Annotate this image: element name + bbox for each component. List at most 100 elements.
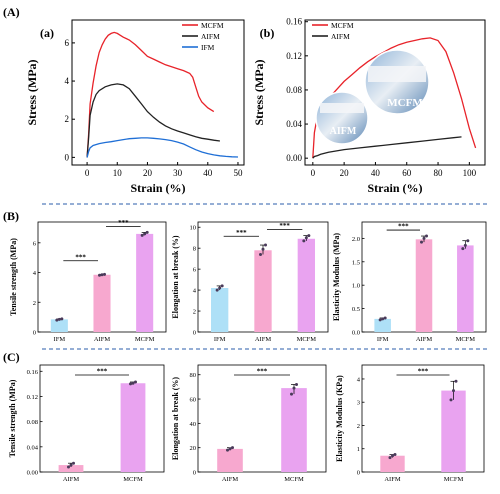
bar-mcfm bbox=[136, 233, 154, 332]
x-tick-label: AIFM bbox=[384, 476, 400, 483]
x-tick-label: MCFM bbox=[284, 476, 304, 483]
x-tick-label: AIFM bbox=[222, 476, 238, 483]
y-axis-label: Elasticity Modulus (KPa) bbox=[335, 375, 344, 462]
chart-B1: 0 2 4 6 Tensile strength (MPa) IFM AIFM MCFM ***… bbox=[9, 219, 167, 343]
data-point bbox=[131, 381, 135, 385]
x-tick-label: MCFM bbox=[135, 336, 155, 343]
data-point bbox=[449, 398, 453, 402]
data-point bbox=[420, 240, 423, 244]
y-tick-label: 3 bbox=[357, 400, 360, 407]
y-tick-label: 0.16 bbox=[27, 369, 39, 376]
y-tick-label: 0.00 bbox=[286, 153, 302, 163]
y-axis-label: Stress (MPa) bbox=[252, 59, 266, 125]
y-tick-label: 0.08 bbox=[27, 419, 38, 426]
data-point bbox=[466, 239, 470, 243]
y-tick-label: 1.5 bbox=[352, 259, 360, 266]
data-point bbox=[228, 447, 232, 451]
y-tick-label: 1 bbox=[357, 446, 360, 453]
data-point bbox=[215, 288, 219, 292]
data-point bbox=[134, 380, 137, 384]
y-tick-label: 0 bbox=[357, 470, 360, 477]
x-axis-label: Strain (%) bbox=[368, 181, 423, 195]
data-point bbox=[292, 386, 296, 390]
data-point bbox=[383, 316, 387, 320]
y-tick-label: 0.16 bbox=[286, 17, 302, 27]
data-point bbox=[302, 239, 306, 243]
data-point bbox=[72, 461, 75, 465]
chart-C2: 0 20 40 60 80 Elongation at break (%) AIFM MCFM… bbox=[171, 364, 327, 483]
significance-label: *** bbox=[398, 223, 409, 231]
x-tick-label: AIFM bbox=[94, 336, 110, 343]
photo-label-mcfm: MCFM bbox=[387, 97, 423, 109]
y-tick-label: 2 bbox=[65, 114, 70, 124]
y-tick-label: 0.04 bbox=[286, 119, 302, 129]
data-point bbox=[67, 465, 70, 469]
y-tick-label: 60 bbox=[190, 397, 197, 404]
legend-label-aifm: AIFM bbox=[331, 32, 350, 41]
panel-label-b: (b) bbox=[260, 26, 275, 40]
y-tick-label: 8 bbox=[193, 246, 196, 253]
chart-B3: 0.0 0.5 1.0 1.5 2.0 Elasticity Modulus (MPa) I… bbox=[332, 221, 487, 343]
y-axis-label: Tensile strength (MPa) bbox=[8, 379, 17, 457]
y-tick-label: 2 bbox=[33, 300, 36, 307]
y-tick-label: 0.08 bbox=[286, 85, 302, 95]
y-tick-label: 6 bbox=[33, 240, 37, 247]
data-point bbox=[129, 382, 132, 386]
x-tick-label: IFM bbox=[214, 336, 226, 343]
plot-frame bbox=[71, 19, 245, 166]
chart-B2: 0 2 4 6 8 10 Elongation at break (%) IFM AIFM MCF… bbox=[171, 221, 329, 343]
bar-aifm bbox=[380, 455, 405, 472]
data-point bbox=[452, 389, 455, 393]
x-tick-label: 20 bbox=[340, 168, 350, 178]
panel-label-a: (a) bbox=[40, 26, 54, 40]
series-line-ifm bbox=[86, 137, 239, 158]
bar-aifm bbox=[415, 239, 433, 332]
bar-ifm bbox=[374, 318, 391, 332]
bar-ifm bbox=[211, 288, 229, 332]
data-point bbox=[290, 392, 293, 396]
x-tick-label: 0 bbox=[85, 168, 90, 178]
data-point bbox=[378, 318, 382, 322]
y-tick-label: 4 bbox=[65, 76, 70, 86]
y-tick-label: 2.0 bbox=[352, 236, 360, 243]
data-point bbox=[259, 252, 262, 256]
x-tick-label: AIFM bbox=[63, 476, 79, 483]
chart-C3: 0 1 2 3 4 Elasticity Modulus (KPa) AIFM MCFM *** bbox=[335, 364, 485, 483]
data-point bbox=[55, 318, 59, 322]
data-point bbox=[307, 234, 311, 238]
chart-C1: 0.00 0.04 0.08 0.12 0.16 Tensile strength (MP… bbox=[8, 364, 165, 483]
data-point bbox=[295, 382, 298, 386]
data-point bbox=[100, 273, 104, 277]
significance-label: *** bbox=[97, 368, 108, 376]
x-tick-label: MCFM bbox=[297, 336, 317, 343]
data-point bbox=[103, 272, 106, 276]
x-tick-label: 10 bbox=[113, 168, 123, 178]
series-line-aifm bbox=[86, 83, 220, 158]
x-tick-label: AIFM bbox=[416, 336, 432, 343]
bar-mcfm bbox=[281, 388, 307, 472]
data-point bbox=[140, 233, 144, 237]
y-tick-label: 0.00 bbox=[27, 470, 38, 477]
y-axis-label: Elongation at break (%) bbox=[171, 377, 180, 461]
x-tick-label: 30 bbox=[173, 168, 183, 178]
section-label-b: (B) bbox=[3, 209, 19, 223]
plot-frame bbox=[304, 19, 486, 166]
y-tick-label: 0 bbox=[193, 470, 196, 477]
x-tick-label: 40 bbox=[203, 168, 213, 178]
y-tick-label: 0.12 bbox=[286, 51, 302, 61]
section-label-a: (A) bbox=[3, 5, 20, 19]
y-axis-label: Elasticity Modulus (MPa) bbox=[332, 233, 341, 321]
significance-label: *** bbox=[257, 368, 268, 376]
x-tick-label: MCFM bbox=[456, 336, 476, 343]
plot-frame bbox=[361, 364, 485, 473]
data-point bbox=[220, 284, 224, 288]
y-tick-label: 0.5 bbox=[352, 306, 360, 313]
data-point bbox=[454, 379, 458, 383]
series-line-mcfm bbox=[86, 31, 215, 158]
data-point bbox=[388, 456, 392, 460]
significance-label: *** bbox=[75, 253, 86, 261]
y-axis-label: Tensile strength (MPa) bbox=[9, 238, 18, 316]
y-tick-label: 4 bbox=[33, 270, 37, 277]
data-point bbox=[391, 454, 394, 458]
data-point bbox=[60, 317, 64, 321]
